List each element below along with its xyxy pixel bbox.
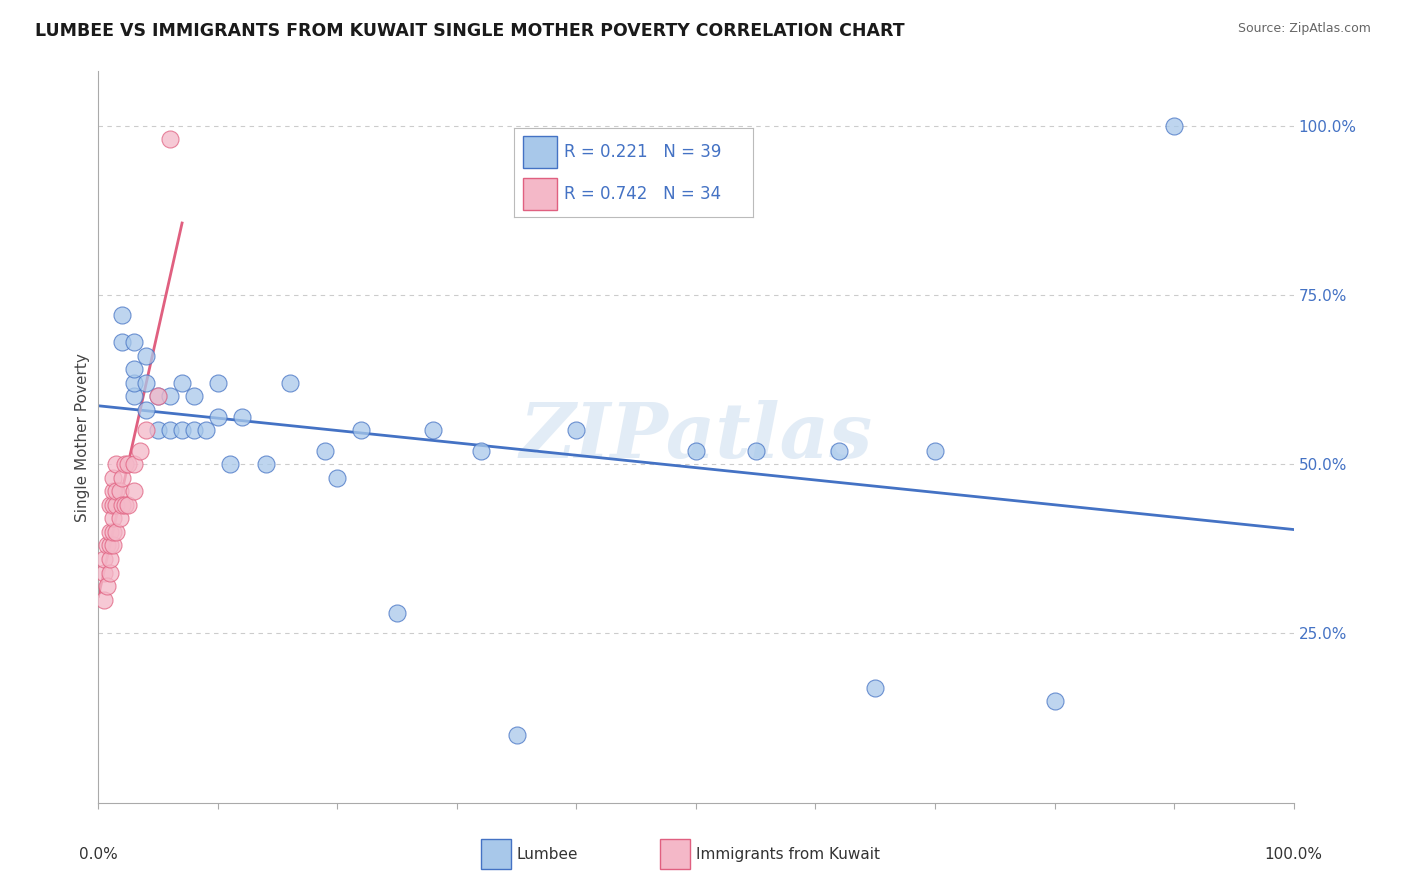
Point (350, 423, 373, 437)
Point (565, 423, 588, 437)
Point (135, 403, 157, 417)
Point (111, 335, 134, 350)
Point (124, 484, 146, 499)
Point (117, 457, 139, 471)
Point (101, 524, 124, 539)
Point (101, 511, 124, 525)
Point (124, 362, 146, 376)
Point (422, 423, 444, 437)
Point (108, 511, 131, 525)
Point (172, 423, 194, 437)
Point (315, 443, 337, 458)
Point (1163, 119, 1185, 133)
Point (98, 498, 122, 512)
Point (745, 443, 768, 458)
Point (1043, 694, 1066, 708)
Point (135, 423, 157, 437)
Point (254, 457, 277, 471)
Point (159, 423, 181, 437)
Point (278, 376, 301, 390)
Point (207, 376, 229, 390)
Point (183, 423, 205, 437)
Point (124, 376, 146, 390)
FancyBboxPatch shape (661, 839, 690, 869)
Point (385, 606, 409, 620)
Point (207, 409, 229, 424)
Point (96, 579, 118, 593)
Point (114, 457, 136, 471)
Text: Lumbee: Lumbee (517, 847, 578, 862)
Point (326, 471, 349, 485)
Y-axis label: Single Mother Poverty: Single Mother Poverty (75, 352, 90, 522)
Point (105, 484, 128, 499)
Text: Immigrants from Kuwait: Immigrants from Kuwait (696, 847, 880, 862)
Point (114, 498, 136, 512)
Point (101, 538, 124, 552)
Point (93, 566, 115, 580)
Point (124, 457, 146, 471)
Point (93, 592, 115, 607)
Point (101, 471, 124, 485)
Point (105, 498, 128, 512)
FancyBboxPatch shape (481, 839, 510, 869)
Point (135, 376, 157, 390)
Point (98, 524, 122, 539)
Point (111, 308, 134, 322)
Point (129, 443, 152, 458)
Point (98, 552, 122, 566)
Point (148, 423, 170, 437)
Point (124, 335, 146, 350)
Point (219, 457, 242, 471)
Point (101, 498, 124, 512)
Point (195, 423, 218, 437)
Point (111, 498, 134, 512)
Point (685, 443, 707, 458)
Point (159, 132, 181, 146)
FancyBboxPatch shape (523, 178, 557, 210)
Text: 100.0%: 100.0% (1264, 847, 1323, 862)
Point (828, 443, 851, 458)
Point (124, 389, 146, 403)
Point (105, 457, 128, 471)
Point (98, 538, 122, 552)
Text: LUMBEE VS IMMIGRANTS FROM KUWAIT SINGLE MOTHER POVERTY CORRELATION CHART: LUMBEE VS IMMIGRANTS FROM KUWAIT SINGLE … (35, 22, 905, 40)
Text: ZIPatlas: ZIPatlas (519, 401, 873, 474)
Point (101, 484, 124, 499)
Point (105, 524, 128, 539)
Text: 0.0%: 0.0% (79, 847, 118, 862)
Text: R = 0.221   N = 39: R = 0.221 N = 39 (564, 143, 721, 161)
Point (231, 409, 253, 424)
Point (865, 681, 887, 695)
Point (148, 389, 170, 403)
Point (470, 443, 492, 458)
Point (172, 376, 194, 390)
Text: R = 0.742   N = 34: R = 0.742 N = 34 (564, 185, 721, 202)
Point (924, 443, 946, 458)
Point (183, 389, 205, 403)
Point (108, 484, 131, 499)
Point (93, 552, 115, 566)
Point (98, 566, 122, 580)
FancyBboxPatch shape (523, 136, 557, 168)
Point (96, 538, 118, 552)
Point (117, 498, 139, 512)
Point (159, 389, 181, 403)
Point (148, 389, 170, 403)
Point (135, 349, 157, 363)
Text: Source: ZipAtlas.com: Source: ZipAtlas.com (1237, 22, 1371, 36)
Point (111, 471, 134, 485)
Point (506, 728, 529, 742)
